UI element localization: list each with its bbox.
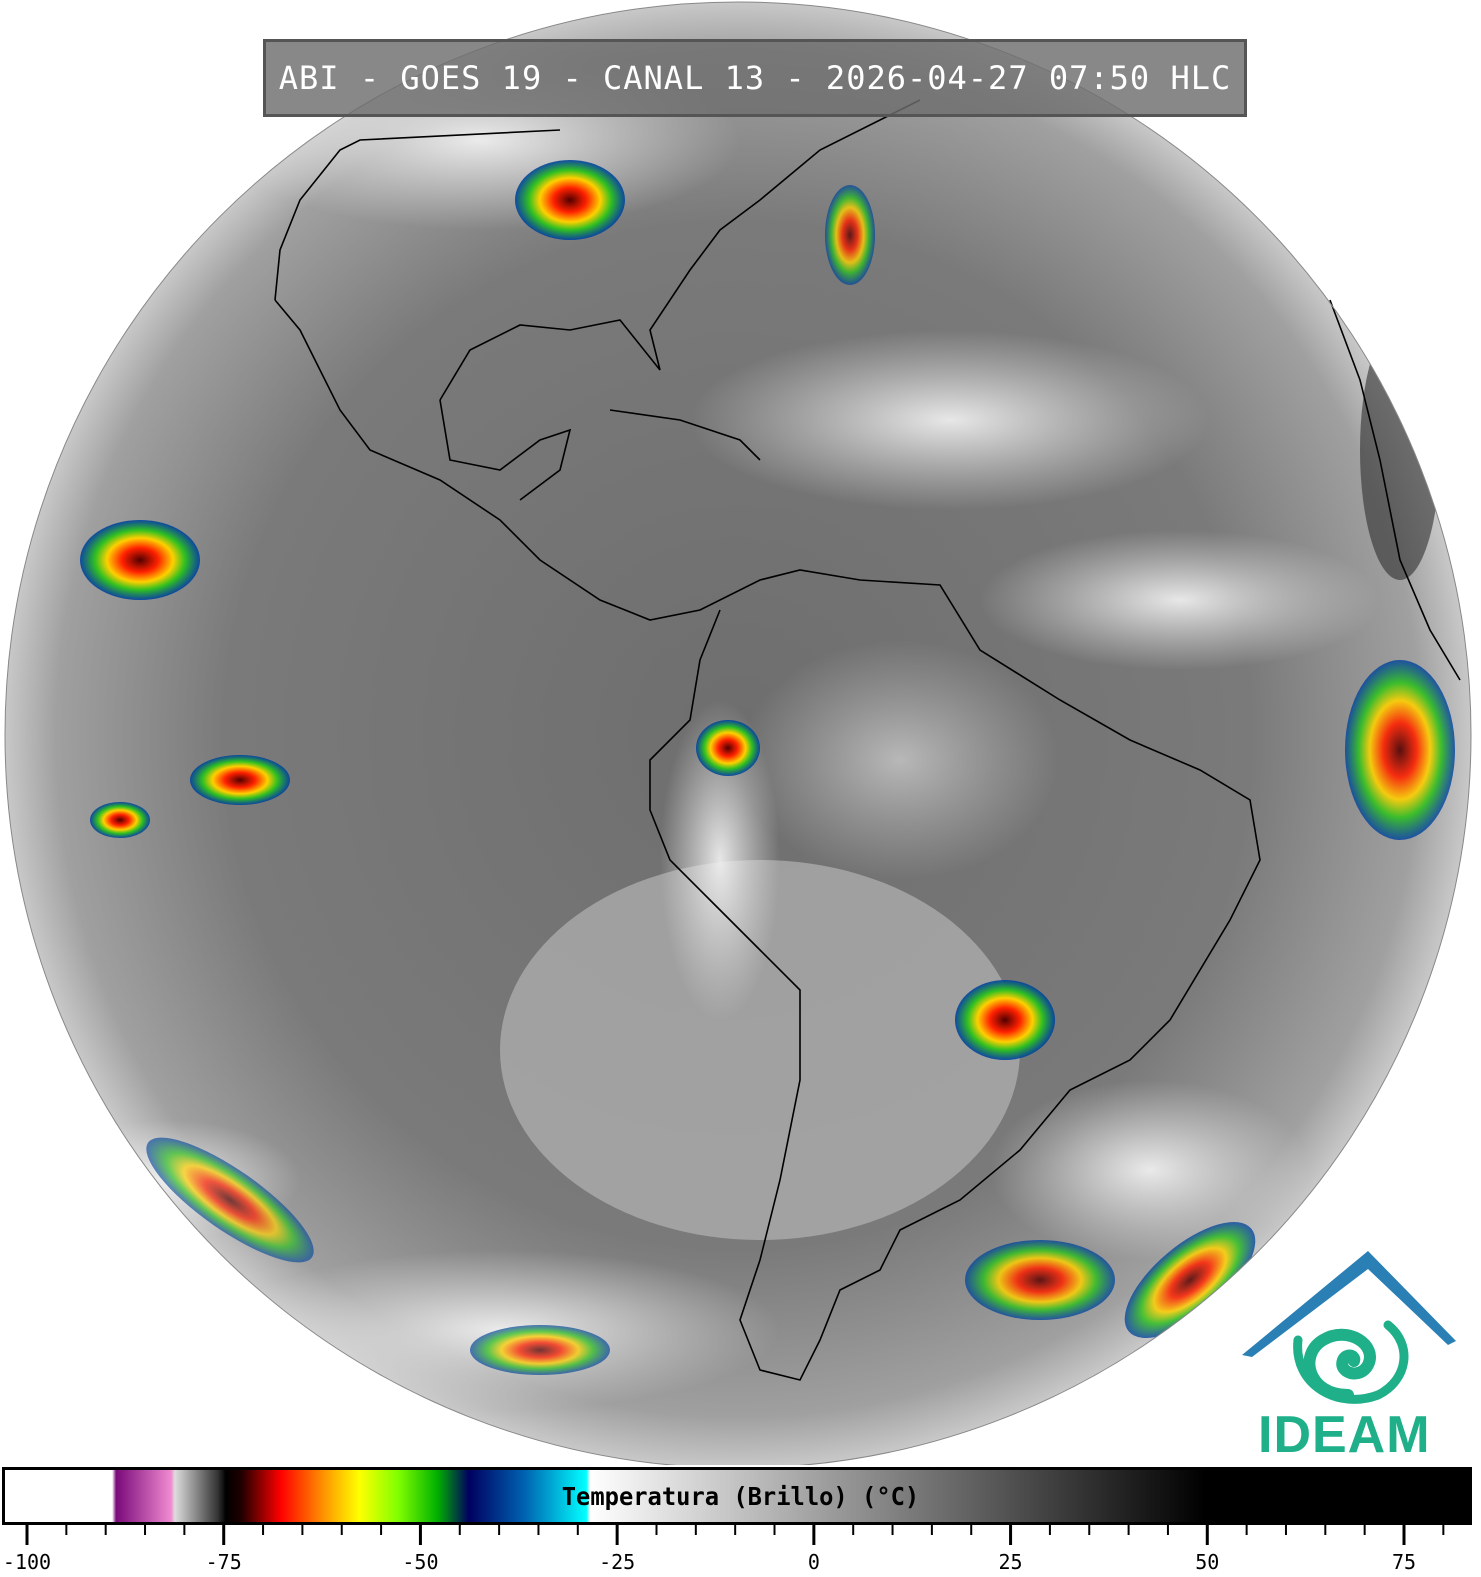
ideam-logo xyxy=(1242,1251,1456,1404)
tick-label: -50 xyxy=(402,1550,438,1574)
tick-label: 75 xyxy=(1392,1550,1416,1574)
logo-swirl-icon xyxy=(1303,1328,1376,1401)
colorbar-axis: -100 -75 -50 -25 0 25 50 75 xyxy=(3,1525,1445,1574)
tick-label: 0 xyxy=(808,1550,820,1574)
tick-label: 25 xyxy=(999,1550,1023,1574)
image-title: ABI - GOES 19 - CANAL 13 - 2026-04-27 07… xyxy=(278,59,1232,97)
satellite-globe-image xyxy=(4,1,1472,1465)
image-title-banner: ABI - GOES 19 - CANAL 13 - 2026-04-27 07… xyxy=(263,39,1247,117)
tick-label: 50 xyxy=(1195,1550,1219,1574)
logo-roof-icon xyxy=(1242,1251,1456,1357)
logo-text: IDEAM xyxy=(1258,1406,1431,1464)
colorbar-label: Temperatura (Brillo) (°C) xyxy=(561,1482,920,1511)
tick-label: -75 xyxy=(206,1550,242,1574)
cloud-layer xyxy=(40,50,1455,1410)
coastlines xyxy=(274,99,1461,1381)
colorbar xyxy=(2,1467,1472,1525)
tick-label: -100 xyxy=(3,1550,51,1574)
tick-label: -25 xyxy=(599,1550,635,1574)
